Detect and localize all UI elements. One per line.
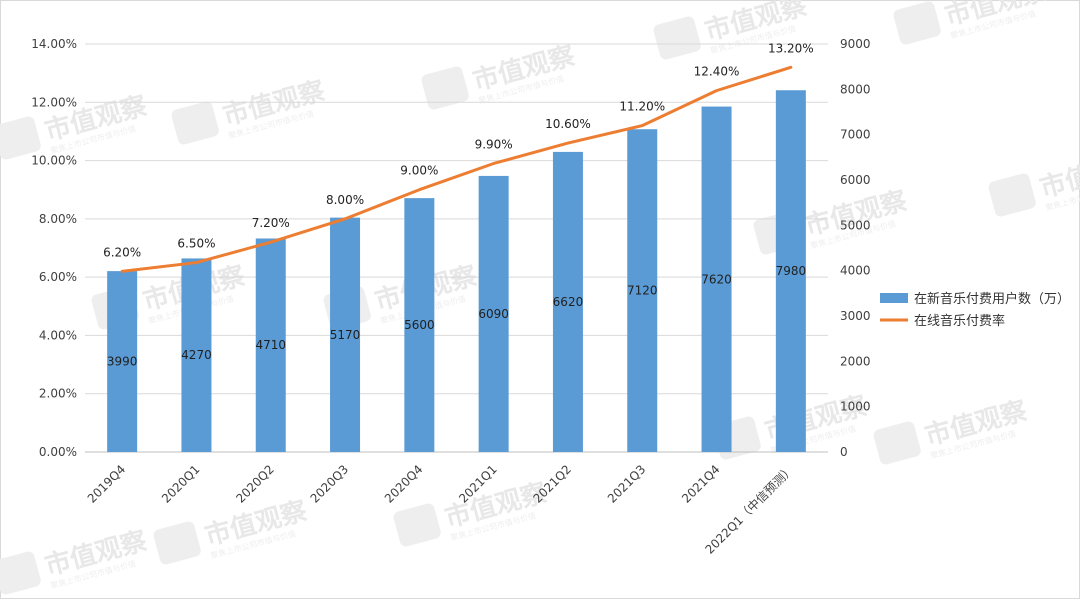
line-value-label: 10.60% — [545, 117, 591, 131]
line-value-label: 13.20% — [768, 41, 814, 55]
legend: 在新音乐付费用户数（万） 在线音乐付费率 — [880, 291, 1070, 329]
bar — [478, 175, 509, 453]
payment-rate-line — [120, 65, 793, 273]
right-axis-tick-label: 0 — [840, 445, 848, 459]
right-axis-ticks: 0 1000 2000 3000 4000 5000 6000 7000 8000 9000 — [840, 37, 871, 459]
bar — [330, 217, 361, 452]
bar-value-label: 4270 — [181, 348, 212, 362]
right-axis-tick-label: 4000 — [840, 264, 871, 278]
bars — [107, 90, 806, 453]
watermark-logo — [988, 173, 1036, 217]
left-axis-tick-label: 4.00% — [39, 328, 77, 342]
watermark-logo — [421, 66, 469, 110]
line-value-label: 9.00% — [400, 164, 438, 178]
right-axis-tick-label: 2000 — [840, 354, 871, 368]
legend-bar-label: 在新音乐付费用户数（万） — [914, 291, 1070, 307]
bar — [255, 238, 286, 452]
watermark-logo — [153, 521, 201, 565]
bar-value-label: 7620 — [701, 272, 732, 286]
left-axis-tick-label: 14.00% — [31, 37, 77, 51]
watermark-logo — [171, 101, 219, 145]
bar — [701, 106, 732, 452]
watermark-logo — [873, 421, 921, 465]
watermark-logo — [393, 503, 441, 547]
right-axis-tick-label: 5000 — [840, 218, 871, 232]
bar-labels: 3990 4270 4710 5170 5600 6090 6620 7120 7620 7980 — [107, 264, 806, 368]
right-axis-tick-label: 1000 — [840, 400, 871, 414]
line-value-label: 11.20% — [619, 100, 665, 114]
right-axis-tick-label: 6000 — [840, 173, 871, 187]
line-value-label: 12.40% — [694, 65, 740, 79]
right-axis-tick-label: 3000 — [840, 309, 871, 323]
watermark-logo — [0, 116, 41, 160]
left-axis-tick-label: 6.00% — [39, 270, 77, 284]
bar-value-label: 5170 — [330, 328, 361, 342]
legend-line-label: 在线音乐付费率 — [914, 313, 1005, 329]
right-axis-tick-label: 9000 — [840, 37, 871, 51]
right-axis-tick-label: 8000 — [840, 82, 871, 96]
bar-value-label: 3990 — [107, 355, 138, 369]
bar — [775, 90, 806, 453]
left-axis-tick-label: 2.00% — [39, 387, 77, 401]
bar — [552, 151, 583, 453]
left-axis-ticks: 0.00% 2.00% 4.00% 6.00% 8.00% 10.00% 12.00% 14.… — [31, 37, 77, 459]
bar-value-label: 6620 — [553, 295, 584, 309]
bar-value-label: 4710 — [255, 338, 286, 352]
line-value-label: 9.90% — [475, 137, 513, 151]
left-axis-tick-label: 0.00% — [39, 445, 77, 459]
bar — [404, 198, 435, 452]
watermark-logo — [893, 1, 941, 45]
watermark-logo — [653, 16, 701, 60]
bar — [107, 271, 138, 452]
left-axis-tick-label: 12.00% — [31, 95, 77, 109]
bar-value-label: 6090 — [478, 307, 509, 321]
line-value-label: 6.20% — [103, 245, 141, 259]
line-layer — [120, 65, 793, 273]
left-axis-tick-label: 10.00% — [31, 154, 77, 168]
bar — [627, 129, 658, 452]
line-value-label: 7.20% — [252, 216, 290, 230]
line-labels: 6.20% 6.50% 7.20% 8.00% 9.00% 9.90% 10.60% 11.2… — [103, 41, 814, 259]
watermark-logo — [0, 551, 41, 595]
right-axis-tick-label: 7000 — [840, 128, 871, 142]
bar-value-label: 7120 — [627, 284, 658, 298]
bar-value-label: 5600 — [404, 318, 435, 332]
line-value-label: 8.00% — [326, 193, 364, 207]
legend-bar-swatch — [880, 293, 908, 303]
left-axis-tick-label: 8.00% — [39, 212, 77, 226]
bar-value-label: 7980 — [776, 264, 807, 278]
line-value-label: 6.50% — [177, 237, 215, 251]
bar — [181, 258, 212, 452]
